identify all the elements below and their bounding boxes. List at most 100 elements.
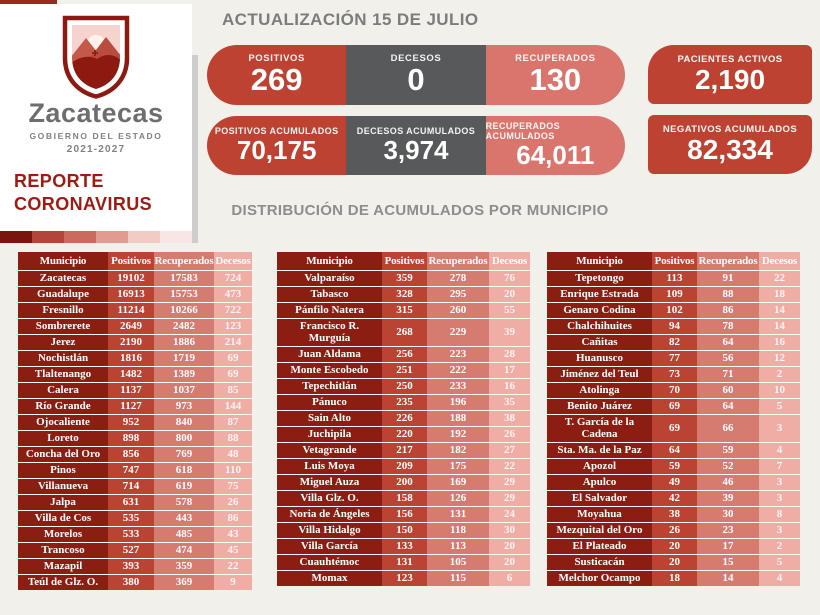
municipio-cell: Francisco R. Murguía <box>277 318 382 347</box>
municipio-cell: Morelos <box>18 526 108 543</box>
table-row: Trancoso 527 474 45 <box>18 542 252 559</box>
col-header-positivos: Positivos <box>108 252 154 271</box>
table-row: Ojocaliente 952 840 87 <box>18 414 252 431</box>
table-row: Huanusco 77 56 12 <box>547 350 800 367</box>
table-row: Pánfilo Natera 315 260 55 <box>277 302 530 319</box>
recuperados-cell: 23 <box>697 522 759 539</box>
stat-label: RECUPERADOS ACUMULADOS <box>485 121 561 142</box>
decesos-cell: 473 <box>214 286 252 303</box>
strip-segment <box>32 231 64 243</box>
recuperados-cell: 131 <box>427 506 489 523</box>
recuperados-cell: 78 <box>697 318 759 335</box>
positivos-cell: 1137 <box>108 382 154 399</box>
table-row: Melchor Ocampo 18 14 4 <box>547 570 800 586</box>
recuperados-cell: 118 <box>427 522 489 539</box>
positivos-cell: 18 <box>652 570 697 586</box>
col-header-municipio: Municipio <box>547 252 652 271</box>
col-header-decesos: Decesos <box>214 252 252 271</box>
table-row: Genaro Codina 102 86 14 <box>547 302 800 319</box>
municipio-cell: Jerez <box>18 334 108 351</box>
table-row: Cuauhtémoc 131 105 20 <box>277 554 530 571</box>
municipio-cell: Río Grande <box>18 398 108 415</box>
municipio-cell: Loreto <box>18 430 108 447</box>
positivos-cell: 49 <box>652 474 697 491</box>
decesos-cell: 14 <box>759 318 800 335</box>
recuperados-cell: 30 <box>697 506 759 523</box>
decesos-cell: 17 <box>489 362 530 379</box>
recuperados-cell: 59 <box>697 442 759 459</box>
recuperados-cell: 196 <box>427 394 489 411</box>
table-row: Juchipila 220 192 26 <box>277 426 530 443</box>
positivos-cell: 200 <box>382 474 427 491</box>
recuperados-cell: 369 <box>154 574 214 590</box>
stat-decesos-acumulados: DECESOS ACUMULADOS 3,974 <box>346 116 486 175</box>
table-row: Susticacán 20 15 5 <box>547 554 800 571</box>
table-row: Guadalupe 16913 15753 473 <box>18 286 252 303</box>
stat-label: RECUPERADOS <box>515 53 596 65</box>
table-row: Monte Escobedo 251 222 17 <box>277 362 530 379</box>
recuperados-cell: 223 <box>427 346 489 363</box>
municipio-cell: Mazapil <box>18 558 108 575</box>
municipio-cell: Villa García <box>277 538 382 555</box>
recuperados-cell: 10266 <box>154 302 214 319</box>
recuperados-cell: 17 <box>697 538 759 555</box>
stat-value: 2,190 <box>694 63 766 95</box>
decesos-cell: 22 <box>214 558 252 575</box>
municipio-cell: Zacatecas <box>18 270 108 287</box>
decesos-cell: 76 <box>489 270 530 287</box>
table-row: Villanueva 714 619 75 <box>18 478 252 495</box>
decesos-cell: 35 <box>489 394 530 411</box>
recuperados-cell: 66 <box>697 414 759 443</box>
municipio-cell: Moyahua <box>547 506 652 523</box>
recuperados-cell: 1037 <box>154 382 214 399</box>
positivos-cell: 1482 <box>108 366 154 383</box>
recuperados-cell: 105 <box>427 554 489 571</box>
color-strip <box>0 231 192 243</box>
municipio-cell: Tlaltenango <box>18 366 108 383</box>
table-header-row: Municipio Positivos Recuperados Decesos <box>18 252 252 271</box>
table-row: Momax 123 115 6 <box>277 570 530 586</box>
municipio-cell: Concha del Oro <box>18 446 108 463</box>
state-name: Zacatecas <box>28 98 164 128</box>
decesos-cell: 14 <box>759 302 800 319</box>
decesos-cell: 2 <box>759 538 800 555</box>
stat-label: POSITIVOS <box>248 53 305 65</box>
recuperados-cell: 222 <box>427 362 489 379</box>
decesos-cell: 3 <box>759 522 800 539</box>
positivos-cell: 20 <box>652 554 697 571</box>
municipio-cell: Sta. Ma. de la Paz <box>547 442 652 459</box>
recuperados-cell: 115 <box>427 570 489 586</box>
decesos-cell: 6 <box>489 570 530 586</box>
stat-value: 269 <box>250 62 303 98</box>
positivos-cell: 2190 <box>108 334 154 351</box>
positivos-cell: 217 <box>382 442 427 459</box>
positivos-cell: 747 <box>108 462 154 479</box>
positivos-cell: 20 <box>652 538 697 555</box>
recuperados-cell: 1389 <box>154 366 214 383</box>
decesos-cell: 123 <box>214 318 252 335</box>
recuperados-cell: 113 <box>427 538 489 555</box>
municipio-cell: Sombrerete <box>18 318 108 335</box>
table-row: El Salvador 42 39 3 <box>547 490 800 507</box>
recuperados-cell: 485 <box>154 526 214 543</box>
stat-label: NEGATIVOS ACUMULADOS <box>662 123 798 135</box>
positivos-cell: 11214 <box>108 302 154 319</box>
table-row: Teúl de Glz. O. 380 369 9 <box>18 574 252 590</box>
recuperados-cell: 769 <box>154 446 214 463</box>
decesos-cell: 22 <box>489 458 530 475</box>
decesos-cell: 75 <box>214 478 252 495</box>
decesos-cell: 724 <box>214 270 252 287</box>
municipio-cell: Cuauhtémoc <box>277 554 382 571</box>
strip-segment <box>64 231 96 243</box>
decesos-cell: 3 <box>759 474 800 491</box>
municipio-cell: Villa Hidalgo <box>277 522 382 539</box>
municipality-table-1: Municipio Positivos Recuperados Decesos … <box>18 252 252 590</box>
table-row: Pánuco 235 196 35 <box>277 394 530 411</box>
decesos-cell: 110 <box>214 462 252 479</box>
recuperados-cell: 233 <box>427 378 489 395</box>
recuperados-cell: 64 <box>697 334 759 351</box>
decesos-cell: 69 <box>214 350 252 367</box>
decesos-cell: 26 <box>489 426 530 443</box>
table-row: Francisco R. Murguía 268 229 39 <box>277 318 530 347</box>
positivos-cell: 73 <box>652 366 697 383</box>
